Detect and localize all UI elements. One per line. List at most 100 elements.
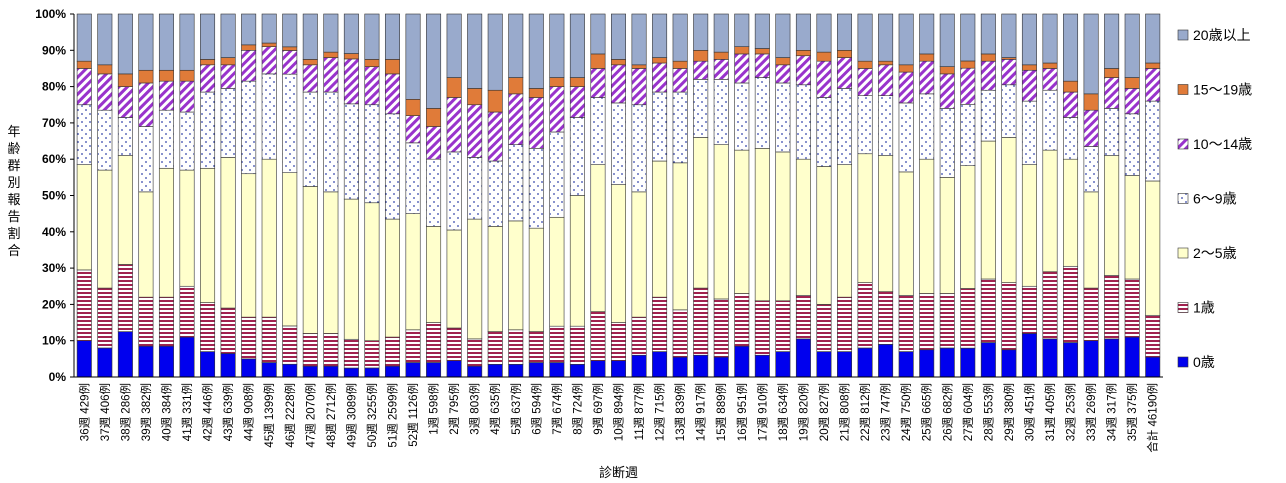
- bar-segment: [508, 220, 524, 331]
- bar-segment: [179, 111, 195, 171]
- bar-segment: [1083, 109, 1099, 147]
- bar-segment: [1104, 275, 1120, 340]
- x-tick-label: 25週 665例: [920, 383, 934, 441]
- bar-segment: [611, 322, 626, 361]
- bar-segment: [693, 79, 709, 138]
- bar-segment: [323, 51, 339, 58]
- bar-segment: [590, 97, 606, 165]
- bar-segment: [857, 13, 873, 62]
- x-tick-label: 34週 317例: [1105, 383, 1119, 441]
- bar-stack: [590, 13, 606, 378]
- y-tick-label: 70%: [42, 116, 66, 130]
- bar-segment: [528, 97, 544, 149]
- bar-segment: [569, 325, 585, 365]
- x-tick-label: 43週 639例: [221, 383, 235, 441]
- bar-segment: [693, 137, 709, 289]
- bar-segment: [734, 149, 750, 294]
- bar-segment: [467, 157, 483, 220]
- x-tick-label: 22週 812例: [858, 383, 872, 441]
- bar-segment: [878, 344, 894, 378]
- bar-segment: [631, 104, 647, 193]
- bar-segment: [487, 226, 503, 332]
- bar-segment: [76, 60, 92, 69]
- bar-segment: [795, 55, 811, 86]
- bar-segment: [837, 351, 853, 378]
- bar-segment: [97, 287, 113, 349]
- bar-segment: [323, 191, 339, 334]
- bar-segment: [200, 59, 216, 66]
- bar-segment: [672, 13, 688, 62]
- bar-stack: [117, 13, 133, 378]
- x-tick-label: 13週 839例: [673, 383, 687, 441]
- bar-stack: [631, 13, 647, 378]
- bar-stack: [158, 13, 174, 378]
- x-tick-label: 46週 2228例: [283, 383, 297, 448]
- bar-segment: [919, 60, 935, 95]
- bar-segment: [446, 13, 462, 78]
- legend-swatch: [1177, 356, 1189, 368]
- bar-segment: [590, 13, 606, 55]
- legend-item: 0歳: [1177, 354, 1215, 370]
- x-tick-label: 27週 604例: [961, 383, 975, 441]
- x-tick-label: 18週 634例: [776, 383, 790, 441]
- bar-segment: [795, 338, 811, 378]
- bar-segment: [97, 73, 113, 111]
- bar-segment: [672, 356, 688, 378]
- bar-segment: [467, 218, 483, 340]
- bar-segment: [878, 64, 894, 96]
- bar-segment: [549, 86, 565, 133]
- x-tick-label: 48週 2712例: [324, 383, 338, 448]
- bar-segment: [837, 88, 853, 165]
- bar-segment: [220, 64, 236, 89]
- bar-segment: [117, 117, 133, 156]
- x-tick-label: 3週 803例: [468, 383, 482, 435]
- x-tick-label: 49週 3089例: [344, 383, 358, 448]
- bar-segment: [754, 53, 770, 78]
- bar-segment: [323, 13, 339, 53]
- bar-segment: [446, 229, 462, 329]
- bar-segment: [590, 164, 606, 312]
- legend-label: 1歳: [1193, 300, 1215, 316]
- bar-segment: [220, 13, 236, 58]
- bar-segment: [158, 296, 174, 347]
- bar-segment: [343, 58, 359, 105]
- bar-segment: [138, 126, 154, 193]
- bar-segment: [980, 140, 996, 280]
- bar-segment: [467, 338, 483, 367]
- bar-segment: [158, 345, 174, 378]
- x-tick-label: 47週 2070例: [303, 383, 317, 448]
- bar-segment: [220, 353, 236, 378]
- y-tick-label: 20%: [42, 297, 66, 311]
- bar-segment: [261, 158, 277, 318]
- bar-segment: [939, 13, 955, 67]
- bar-stack: [878, 13, 894, 378]
- bar-segment: [1083, 146, 1099, 193]
- bar-segment: [426, 108, 442, 127]
- x-tick-label: 37週 406例: [98, 383, 112, 441]
- x-tick-label: 38週 286例: [118, 383, 132, 441]
- bar-segment: [693, 60, 709, 80]
- x-tick-label: 合計 46190例: [1146, 383, 1160, 453]
- bar-stack: [179, 13, 195, 378]
- bar-segment: [775, 13, 791, 58]
- bar-segment: [1063, 117, 1079, 160]
- bar-segment: [241, 13, 257, 46]
- x-tick-label: 16週 951例: [735, 383, 749, 441]
- bar-segment: [261, 316, 277, 363]
- bar-segment: [919, 93, 935, 160]
- bar-segment: [1124, 113, 1140, 176]
- x-tick-label: 44週 908例: [242, 383, 256, 441]
- bar-segment: [569, 195, 585, 327]
- bar-segment: [734, 345, 750, 378]
- bar-stack: [693, 13, 709, 378]
- bar-segment: [158, 109, 174, 169]
- bar-segment: [837, 13, 853, 51]
- bar-segment: [528, 331, 544, 363]
- bar-segment: [816, 51, 832, 62]
- bar-stack: [652, 13, 668, 378]
- bar-segment: [261, 46, 277, 75]
- bar-segment: [754, 48, 770, 55]
- bar-segment: [446, 360, 462, 378]
- bar-segment: [1104, 155, 1120, 276]
